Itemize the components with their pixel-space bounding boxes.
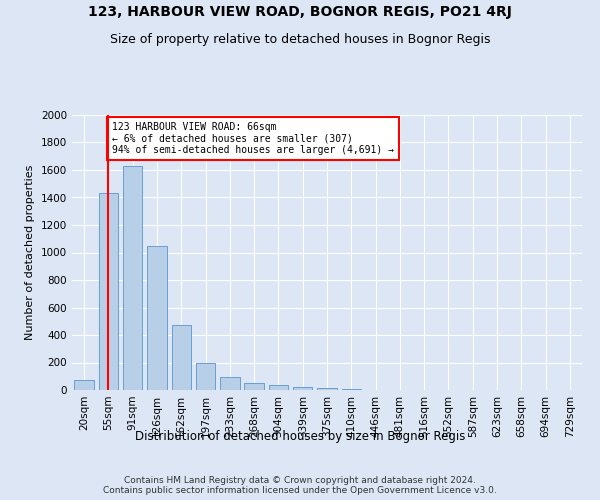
- Bar: [220, 377, 239, 390]
- Text: Distribution of detached houses by size in Bognor Regis: Distribution of detached houses by size …: [135, 430, 465, 443]
- Bar: [293, 386, 313, 390]
- Bar: [341, 389, 361, 390]
- Bar: [74, 380, 94, 390]
- Bar: [317, 388, 337, 390]
- Bar: [123, 166, 142, 390]
- Bar: [172, 324, 191, 390]
- Y-axis label: Number of detached properties: Number of detached properties: [25, 165, 35, 340]
- Bar: [99, 194, 118, 390]
- Text: Contains HM Land Registry data © Crown copyright and database right 2024.
Contai: Contains HM Land Registry data © Crown c…: [103, 476, 497, 495]
- Bar: [269, 385, 288, 390]
- Text: 123, HARBOUR VIEW ROAD, BOGNOR REGIS, PO21 4RJ: 123, HARBOUR VIEW ROAD, BOGNOR REGIS, PO…: [88, 5, 512, 19]
- Bar: [244, 383, 264, 390]
- Bar: [196, 362, 215, 390]
- Text: 123 HARBOUR VIEW ROAD: 66sqm
← 6% of detached houses are smaller (307)
94% of se: 123 HARBOUR VIEW ROAD: 66sqm ← 6% of det…: [112, 122, 394, 155]
- Bar: [147, 246, 167, 390]
- Text: Size of property relative to detached houses in Bognor Regis: Size of property relative to detached ho…: [110, 32, 490, 46]
